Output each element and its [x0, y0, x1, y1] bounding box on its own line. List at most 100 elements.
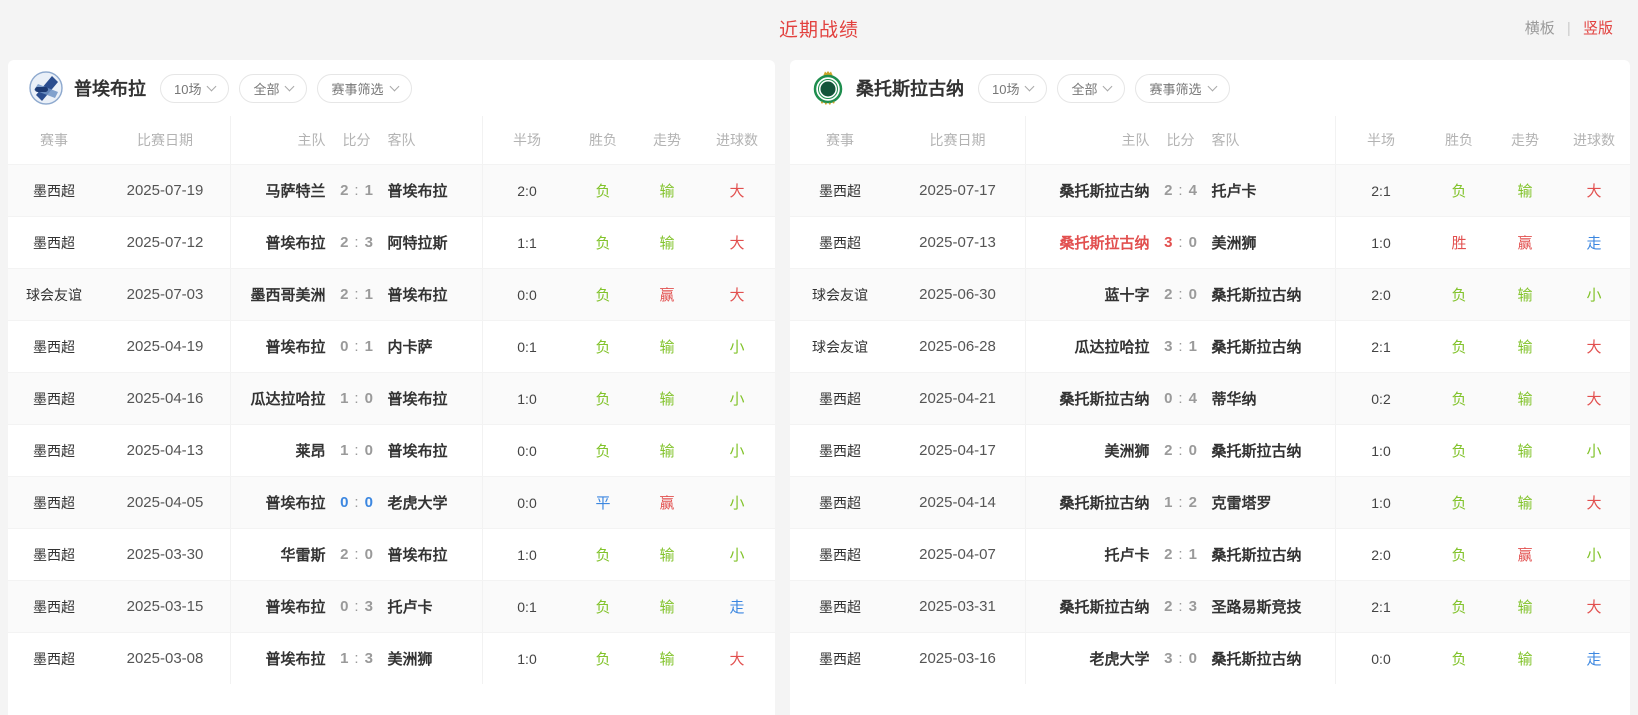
trend-cell: 输	[1517, 495, 1533, 512]
home-score: 3	[1164, 650, 1173, 667]
halftime-score-cell: 1:0	[1371, 234, 1391, 251]
header-score: 比分	[342, 132, 371, 148]
match-teams-cell: 老虎大学 3 : 0 桑托斯拉古纳	[1025, 633, 1336, 684]
match-count-dropdown[interactable]: 10场	[160, 73, 230, 103]
trend-cell: 输	[1517, 443, 1533, 460]
home-team-name: 马萨特兰	[265, 183, 326, 200]
header-home: 主队	[1121, 132, 1150, 148]
score-colon: :	[354, 598, 359, 615]
scope-value: 全部	[1071, 81, 1098, 97]
home-score: 0	[340, 338, 349, 355]
trend-cell: 输	[1517, 599, 1533, 616]
competition-filter-dropdown[interactable]: 赛事筛选	[1135, 73, 1230, 103]
match-count-dropdown[interactable]: 10场	[978, 73, 1048, 103]
panel-header: 普埃布拉 10场 全部 赛事筛选	[8, 60, 775, 116]
away-team-name: 托卢卡	[387, 599, 433, 616]
halftime-score-cell: 1:0	[1371, 442, 1391, 459]
match-date-cell: 2025-04-07	[919, 546, 996, 563]
goals-cell: 小	[729, 443, 745, 460]
goals-cell: 大	[1586, 391, 1602, 408]
away-score: 1	[364, 286, 373, 303]
team-panel-santos-laguna: 桑托斯拉古纳 10场 全部 赛事筛选 赛事 比赛日期 主队 比分 客队 半场	[790, 60, 1630, 715]
away-score: 0	[364, 390, 373, 407]
home-score: 2	[1164, 182, 1173, 199]
goals-cell: 大	[1586, 599, 1602, 616]
match-teams-cell: 桑托斯拉古纳 2 : 4 托卢卡	[1025, 165, 1336, 216]
win-loss-cell: 胜	[1451, 235, 1467, 252]
team-panel-puebla: 普埃布拉 10场 全部 赛事筛选 赛事 比赛日期 主队 比分 客队 半场	[8, 60, 775, 715]
away-score: 3	[1188, 598, 1197, 615]
team-name: 普埃布拉	[74, 79, 146, 99]
match-date-cell: 2025-04-19	[126, 338, 204, 355]
home-team-name: 瓜达拉哈拉	[1074, 339, 1150, 356]
win-loss-cell: 负	[1451, 391, 1467, 408]
trend-cell: 输	[659, 183, 675, 200]
match-count-value: 10场	[992, 81, 1020, 97]
halftime-score-cell: 2:0	[517, 182, 537, 199]
full-time-score: 3 : 1	[1150, 338, 1212, 355]
match-row: 墨西超 2025-04-14 桑托斯拉古纳 1 : 2 克雷塔罗 1:0 负 输…	[790, 476, 1630, 528]
win-loss-cell: 负	[595, 599, 611, 616]
away-score: 1	[1188, 546, 1197, 563]
home-score: 1	[340, 390, 349, 407]
header-score: 比分	[1166, 132, 1195, 148]
vertical-layout-link[interactable]: 竖版	[1582, 20, 1613, 37]
match-row: 墨西超 2025-04-21 桑托斯拉古纳 0 : 4 蒂华纳 0:2 负 输 …	[790, 372, 1630, 424]
score-colon: :	[1178, 390, 1183, 407]
home-score: 1	[340, 650, 349, 667]
halftime-score-cell: 1:0	[517, 546, 537, 563]
full-time-score: 0 : 1	[326, 338, 388, 355]
competition-filter-dropdown[interactable]: 赛事筛选	[317, 73, 412, 103]
away-score: 0	[1188, 442, 1197, 459]
chevron-down-icon	[1103, 81, 1113, 91]
away-team-name: 阿特拉斯	[387, 235, 448, 252]
goals-cell: 小	[729, 547, 745, 564]
match-row: 墨西超 2025-07-19 马萨特兰 2 : 1 普埃布拉 2:0 负 输 大	[8, 164, 775, 216]
full-time-score: 2 : 0	[1150, 286, 1212, 303]
away-score: 3	[364, 650, 373, 667]
competition-cell: 墨西超	[819, 442, 861, 459]
competition-cell: 墨西超	[33, 182, 75, 199]
match-count-value: 10场	[174, 81, 202, 97]
header-result: 胜负	[1445, 132, 1473, 148]
away-team-name: 普埃布拉	[387, 443, 448, 460]
scope-dropdown[interactable]: 全部	[239, 73, 308, 103]
home-score: 1	[340, 442, 349, 459]
home-team-name: 桑托斯拉古纳	[1059, 495, 1150, 512]
match-date-cell: 2025-07-12	[126, 234, 204, 251]
away-team-name: 普埃布拉	[387, 391, 448, 408]
home-team-name: 墨西哥美洲	[250, 287, 326, 304]
away-score: 1	[364, 182, 373, 199]
trend-cell: 输	[659, 547, 675, 564]
scope-value: 全部	[253, 81, 280, 97]
home-score: 3	[1164, 338, 1173, 355]
full-time-score: 2 : 0	[326, 546, 388, 563]
home-score: 2	[340, 182, 349, 199]
away-team-name: 老虎大学	[387, 495, 448, 512]
goals-cell: 走	[1586, 651, 1602, 668]
match-date-cell: 2025-04-05	[126, 494, 204, 511]
home-score: 2	[340, 234, 349, 251]
match-teams-cell: 莱昂 1 : 0 普埃布拉	[230, 425, 483, 476]
score-colon: :	[1178, 286, 1183, 303]
home-team-name: 桑托斯拉古纳	[1059, 235, 1150, 252]
win-loss-cell: 负	[595, 287, 611, 304]
match-row: 墨西超 2025-07-17 桑托斯拉古纳 2 : 4 托卢卡 2:1 负 输 …	[790, 164, 1630, 216]
competition-cell: 墨西超	[33, 338, 75, 355]
full-time-score: 2 : 4	[1150, 182, 1212, 199]
full-time-score: 3 : 0	[1150, 650, 1212, 667]
scope-dropdown[interactable]: 全部	[1057, 73, 1126, 103]
trend-cell: 输	[659, 235, 675, 252]
score-colon: :	[354, 546, 359, 563]
win-loss-cell: 负	[1451, 651, 1467, 668]
home-team-name: 华雷斯	[280, 547, 326, 564]
away-team-name: 克雷塔罗	[1211, 495, 1272, 512]
home-team-name: 美洲狮	[1104, 443, 1150, 460]
trend-cell: 赢	[1517, 235, 1533, 252]
away-team-name: 桑托斯拉古纳	[1211, 651, 1302, 668]
horizontal-layout-link[interactable]: 横板	[1524, 20, 1555, 37]
full-time-score: 0 : 0	[326, 494, 388, 511]
away-score: 0	[1188, 286, 1197, 303]
goals-cell: 大	[729, 651, 745, 668]
home-score: 2	[1164, 598, 1173, 615]
